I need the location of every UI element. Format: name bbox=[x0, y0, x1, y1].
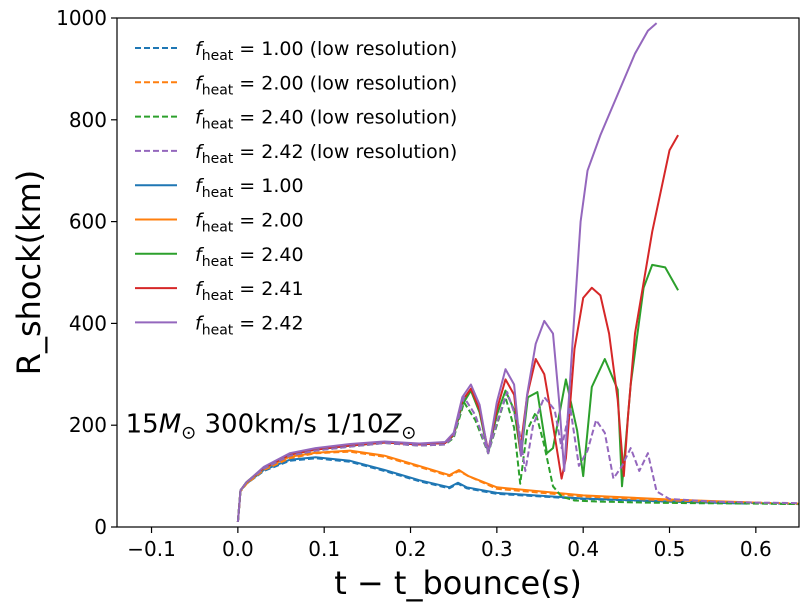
legend-label-0: fheat = 1.00 (low resolution) bbox=[195, 38, 457, 64]
x-axis-label: t − t_bounce(s) bbox=[334, 564, 582, 602]
x-tick-label: 0.3 bbox=[481, 537, 513, 561]
y-tick-label: 400 bbox=[69, 311, 107, 335]
y-tick-label: 0 bbox=[94, 515, 107, 539]
x-tick-label: 0.5 bbox=[654, 537, 686, 561]
legend-label-8: fheat = 2.42 bbox=[195, 312, 304, 338]
x-tick-label: −0.1 bbox=[127, 537, 176, 561]
y-tick-label: 1000 bbox=[56, 6, 107, 30]
legend-label-7: fheat = 2.41 bbox=[195, 278, 304, 304]
series-line-3 bbox=[236, 391, 799, 522]
series-line-7 bbox=[236, 134, 679, 522]
y-axis-label: R_shock(km) bbox=[10, 170, 48, 376]
legend-label-3: fheat = 2.42 (low resolution) bbox=[195, 141, 457, 167]
x-tick-label: 0.4 bbox=[567, 537, 599, 561]
chart-marks bbox=[236, 22, 799, 522]
series-line-4 bbox=[236, 456, 748, 522]
y-tick-label: 200 bbox=[69, 413, 107, 437]
x-tick-label: 0.6 bbox=[740, 537, 772, 561]
legend-label-2: fheat = 2.40 (low resolution) bbox=[195, 107, 457, 133]
chart-axes: −0.1 0.0 0.1 0.2 0.3 0.4 0.5 0.6 0 200 400 600 800 10… bbox=[56, 6, 800, 561]
annotation-text: 15M⊙ 300km/s 1/10Z⊙ bbox=[126, 410, 417, 444]
legend-label-5: fheat = 2.00 bbox=[195, 210, 304, 236]
y-tick-label: 600 bbox=[69, 210, 107, 234]
legend-label-4: fheat = 1.00 bbox=[195, 175, 304, 201]
annotation: 15M⊙ 300km/s 1/10Z⊙ bbox=[126, 410, 417, 444]
series-line-5 bbox=[236, 449, 756, 522]
legend-label-6: fheat = 2.40 bbox=[195, 244, 304, 270]
plot-frame bbox=[116, 17, 800, 528]
x-tick-label: 0.2 bbox=[395, 537, 427, 561]
y-tick-label: 800 bbox=[69, 108, 107, 132]
legend-label-1: fheat = 2.00 (low resolution) bbox=[195, 72, 457, 98]
series-line-1 bbox=[236, 450, 799, 522]
legend: fheat = 1.00 (low resolution) fheat = 2.0… bbox=[135, 38, 457, 338]
x-tick-label: 0.0 bbox=[222, 537, 254, 561]
axis-labels: t − t_bounce(s) R_shock(km) bbox=[10, 170, 582, 602]
series-line-8 bbox=[236, 22, 658, 522]
x-tick-label: 0.1 bbox=[308, 537, 340, 561]
